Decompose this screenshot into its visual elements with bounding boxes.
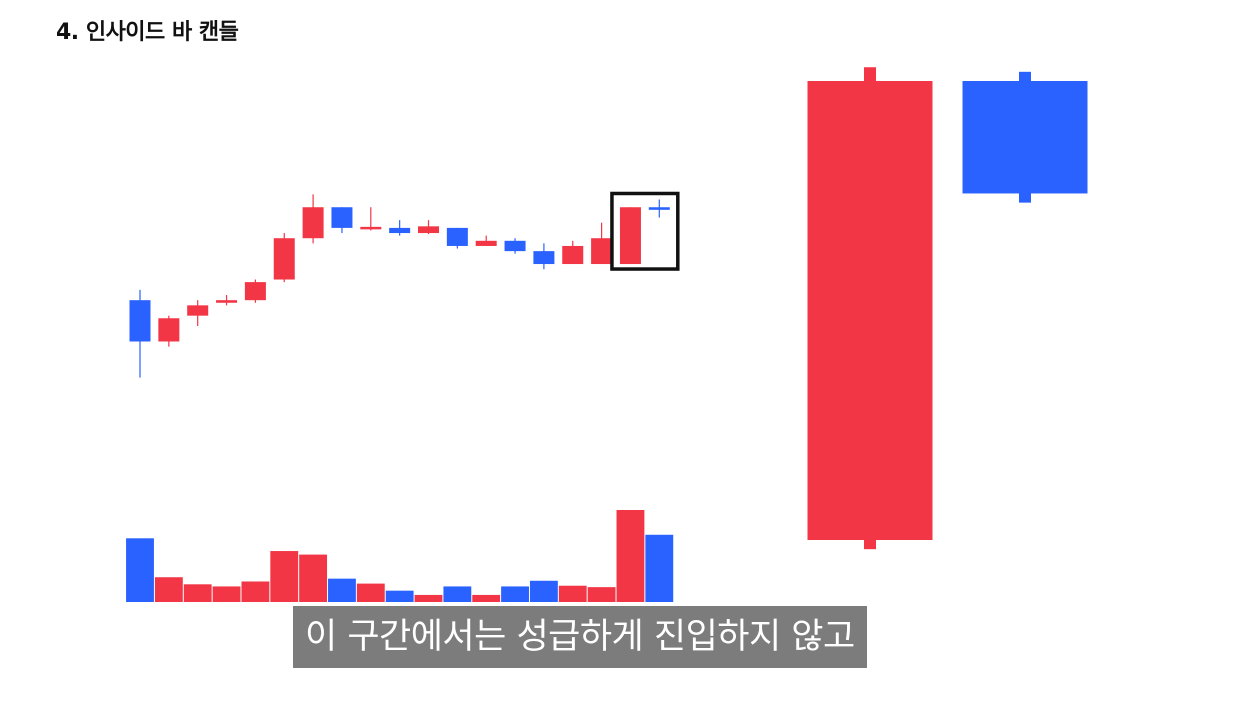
- candle-body: [418, 226, 439, 234]
- candle-body: [331, 207, 353, 228]
- candle-body: [302, 207, 324, 239]
- candle-body: [591, 238, 613, 265]
- candle-body: [446, 227, 468, 246]
- candle: [504, 238, 526, 254]
- candle: [244, 279, 266, 303]
- volume-bar: [443, 586, 472, 602]
- candle-body: [273, 238, 295, 280]
- zoom-upper-wick: [864, 67, 876, 82]
- zoom-candle-body: [962, 81, 1088, 194]
- zoom-lower-wick: [864, 539, 876, 550]
- zoom-candle-body: [807, 81, 933, 540]
- candle-body: [129, 300, 151, 342]
- zoom-lower-wick: [1019, 192, 1031, 203]
- candle-body: [533, 251, 555, 265]
- volume-bar: [328, 578, 356, 602]
- volume-series: [126, 510, 674, 602]
- candle: [273, 233, 295, 283]
- candle-body: [360, 226, 382, 230]
- candle: [187, 300, 209, 326]
- candle: [418, 220, 439, 235]
- candle-body: [158, 318, 180, 342]
- page-title: 4. 인사이드 바 캔들: [56, 20, 239, 45]
- candle: [389, 220, 411, 236]
- candle: [360, 207, 382, 231]
- candle-body: [619, 207, 641, 265]
- candle: [475, 235, 497, 246]
- candle-series: [129, 194, 670, 378]
- volume-bar: [270, 551, 299, 602]
- zoom-candle: [962, 71, 1088, 203]
- candle: [533, 243, 555, 270]
- candle-body: [562, 245, 584, 265]
- candle-body: [475, 240, 497, 246]
- volume-bar: [616, 510, 645, 602]
- candle-body: [389, 227, 411, 234]
- volume-bar: [529, 580, 558, 602]
- volume-bar: [299, 554, 328, 602]
- candle: [619, 207, 641, 265]
- volume-bar: [154, 577, 183, 602]
- zoomed-candle-pair: [807, 67, 1088, 550]
- inside-bar-highlight: [610, 191, 680, 271]
- volume-bar: [587, 587, 616, 602]
- candle: [648, 199, 670, 218]
- candle-body: [216, 300, 238, 303]
- highlight-box: [610, 191, 680, 271]
- zoom-candle: [807, 67, 933, 550]
- candle: [302, 194, 324, 244]
- volume-bar: [414, 594, 443, 602]
- candle-body: [504, 240, 526, 252]
- volume-bar: [501, 586, 529, 602]
- volume-bar: [356, 583, 385, 602]
- candle-body: [187, 305, 209, 316]
- candle-body: [244, 282, 266, 301]
- zoom-upper-wick: [1019, 71, 1031, 82]
- candle: [331, 207, 353, 234]
- volume-bar: [558, 585, 587, 602]
- candle: [446, 227, 468, 249]
- candle: [158, 315, 180, 347]
- volume-bar: [183, 584, 212, 602]
- volume-bar: [472, 594, 501, 602]
- candle: [216, 295, 238, 306]
- candle: [562, 240, 584, 265]
- volume-bar: [645, 534, 674, 602]
- volume-bar: [126, 538, 154, 602]
- volume-bar: [385, 590, 414, 602]
- candle: [591, 222, 613, 265]
- candle: [129, 289, 151, 378]
- volume-bar: [241, 581, 270, 602]
- subtitle-caption: 이 구간에서는 성급하게 진입하지 않고: [293, 606, 867, 668]
- volume-bar: [212, 586, 241, 602]
- candle-body: [648, 207, 670, 210]
